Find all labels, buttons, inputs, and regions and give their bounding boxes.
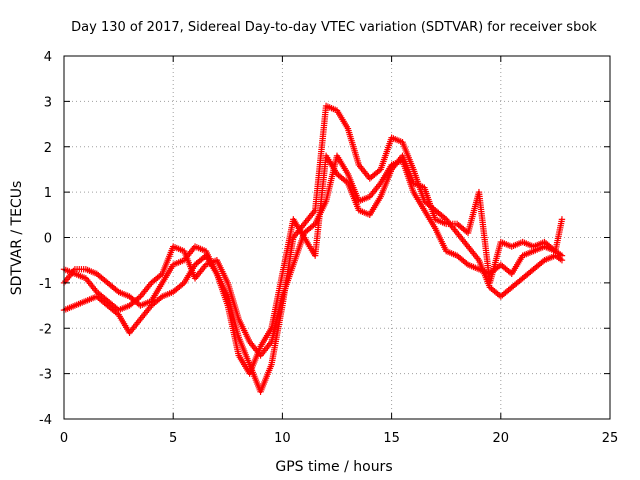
x-tick-label: 25 xyxy=(602,431,619,446)
x-tick-label: 15 xyxy=(383,431,400,446)
axis-ticks: 0 5 10 15 20 25 -4 -3 -2 -1 0 1 2 3 4 xyxy=(39,50,618,446)
y-tick-label: 4 xyxy=(44,50,52,65)
y-tick-label: 3 xyxy=(44,95,52,110)
y-axis-label: SDTVAR / TECUs xyxy=(9,181,25,296)
y-tick-label: 2 xyxy=(44,141,52,156)
x-tick-label: 10 xyxy=(274,431,291,446)
y-tick-label: -1 xyxy=(39,277,52,292)
x-tick-label: 0 xyxy=(60,431,68,446)
x-axis-label: GPS time / hours xyxy=(275,459,392,475)
y-tick-label: 1 xyxy=(44,186,52,201)
data-point xyxy=(558,252,566,259)
y-tick-label: -2 xyxy=(39,322,52,337)
chart-title: Day 130 of 2017, Sidereal Day-to-day VTE… xyxy=(71,20,597,35)
x-tick-label: 5 xyxy=(169,431,177,446)
y-tick-label: -4 xyxy=(39,413,52,428)
y-tick-label: 0 xyxy=(44,232,52,247)
grid-lines xyxy=(64,56,610,419)
data-point xyxy=(558,216,566,223)
y-tick-label: -3 xyxy=(39,368,52,383)
data-points xyxy=(60,102,566,395)
x-tick-label: 20 xyxy=(493,431,510,446)
